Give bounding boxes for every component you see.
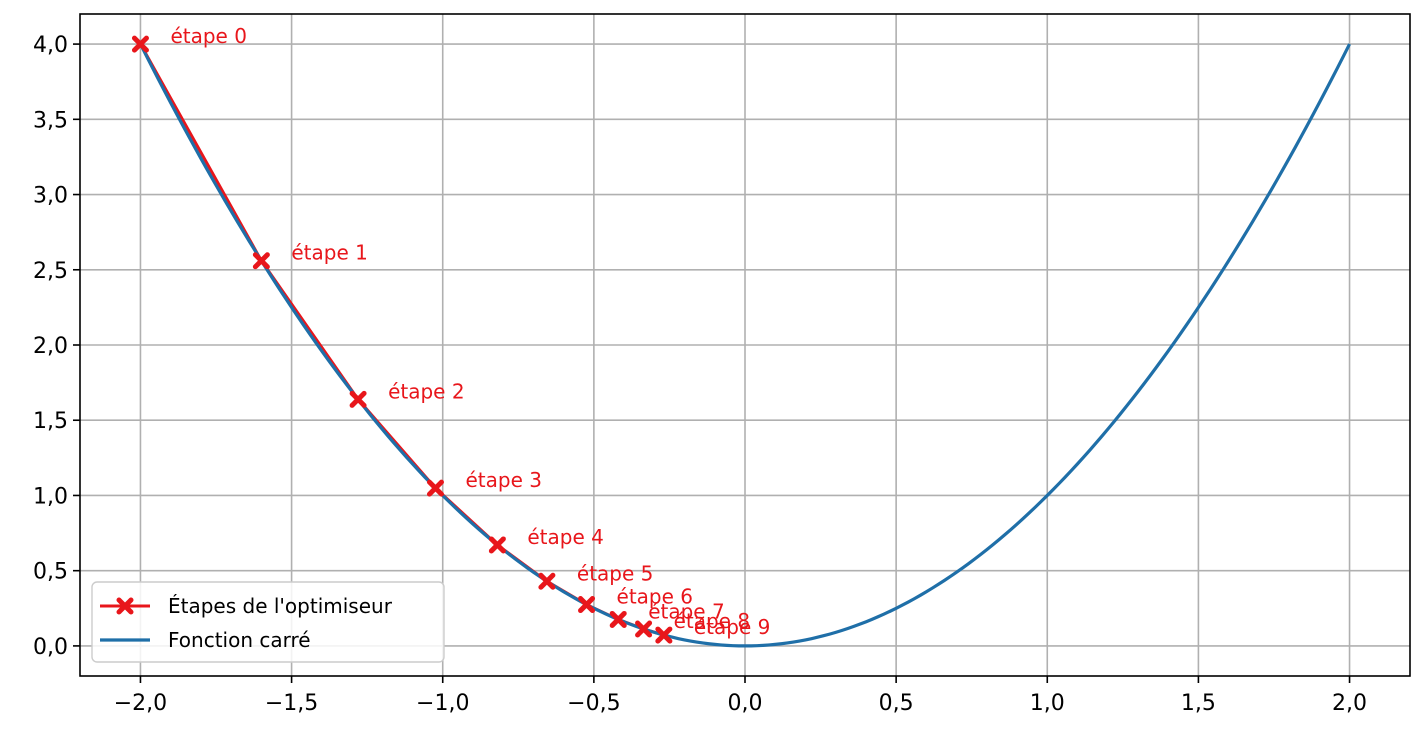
marker-stroke	[538, 572, 556, 590]
x-tick-label: 1,0	[1030, 691, 1065, 716]
plot-area: étape 0 étape 1 étape 2 étape 3 étape 4 étape…	[131, 24, 1351, 648]
x-tick-label: −1,0	[416, 691, 469, 716]
step-annotation: étape 9	[694, 615, 770, 639]
optimizer-step-point	[655, 626, 673, 644]
step-annotation: étape 2	[388, 379, 464, 403]
optimizer-step-point	[131, 35, 149, 53]
step-annotation: étape 7	[648, 599, 724, 623]
x-tick-label: −2,0	[114, 691, 167, 716]
marker-stroke	[252, 252, 270, 270]
y-tick-label: 3,0	[33, 184, 68, 209]
y-tick-label: 2,0	[33, 334, 68, 359]
step-annotation: étape 1	[291, 241, 367, 265]
x-tick-label: 0,0	[728, 691, 763, 716]
optimizer-step-point	[349, 390, 367, 408]
x-tick-label: −0,5	[567, 691, 620, 716]
y-tick-label: 1,5	[33, 409, 68, 434]
marker-stroke	[131, 35, 149, 53]
marker-stroke	[426, 479, 444, 497]
optimizer-step-point	[538, 572, 556, 590]
legend: Étapes de l'optimiseur Fonction carré	[91, 581, 445, 663]
x-tick-label: 0,5	[879, 691, 914, 716]
step-annotation: étape 6	[617, 585, 693, 609]
marker-stroke	[116, 597, 134, 615]
legend-label: Fonction carré	[168, 628, 311, 652]
marker-stroke	[635, 620, 653, 638]
optimizer-step-point	[635, 620, 653, 638]
marker-stroke	[349, 390, 367, 408]
y-axis: 0,0 0,5 1,0 1,5 2,0 2,5 3,0 3,5 4,0	[33, 33, 80, 660]
optimizer-step-point	[252, 252, 270, 270]
step-annotation: étape 4	[527, 525, 603, 549]
x-axis: −2,0 −1,5 −1,0 −0,5 0,0 0,5 1,0 1,5 2,0	[114, 676, 1367, 716]
step-annotation: étape 5	[577, 561, 653, 585]
optimizer-step-point	[609, 610, 627, 628]
marker-stroke	[609, 610, 627, 628]
optimizer-step-point	[578, 596, 596, 614]
y-tick-label: 1,0	[33, 484, 68, 509]
step-annotation: étape 0	[170, 24, 246, 48]
marker-stroke	[488, 536, 506, 554]
step-annotation: étape 3	[465, 468, 541, 492]
x-tick-label: −1,5	[265, 691, 318, 716]
x-tick-label: 1,5	[1181, 691, 1216, 716]
legend-box	[91, 581, 445, 663]
y-tick-label: 2,5	[33, 259, 68, 284]
y-tick-label: 0,5	[33, 560, 68, 585]
square-function-line	[139, 43, 1351, 648]
legend-steps-marker	[116, 597, 134, 615]
step-annotation: étape 8	[674, 609, 750, 633]
legend-label: Étapes de l'optimiseur	[168, 594, 393, 618]
y-tick-label: 0,0	[33, 635, 68, 660]
marker-stroke	[578, 596, 596, 614]
x-tick-label: 2,0	[1332, 691, 1367, 716]
y-tick-label: 3,5	[33, 108, 68, 133]
y-tick-label: 4,0	[33, 33, 68, 58]
optimizer-step-point	[426, 479, 444, 497]
marker-stroke	[655, 626, 673, 644]
optimizer-step-point	[488, 536, 506, 554]
